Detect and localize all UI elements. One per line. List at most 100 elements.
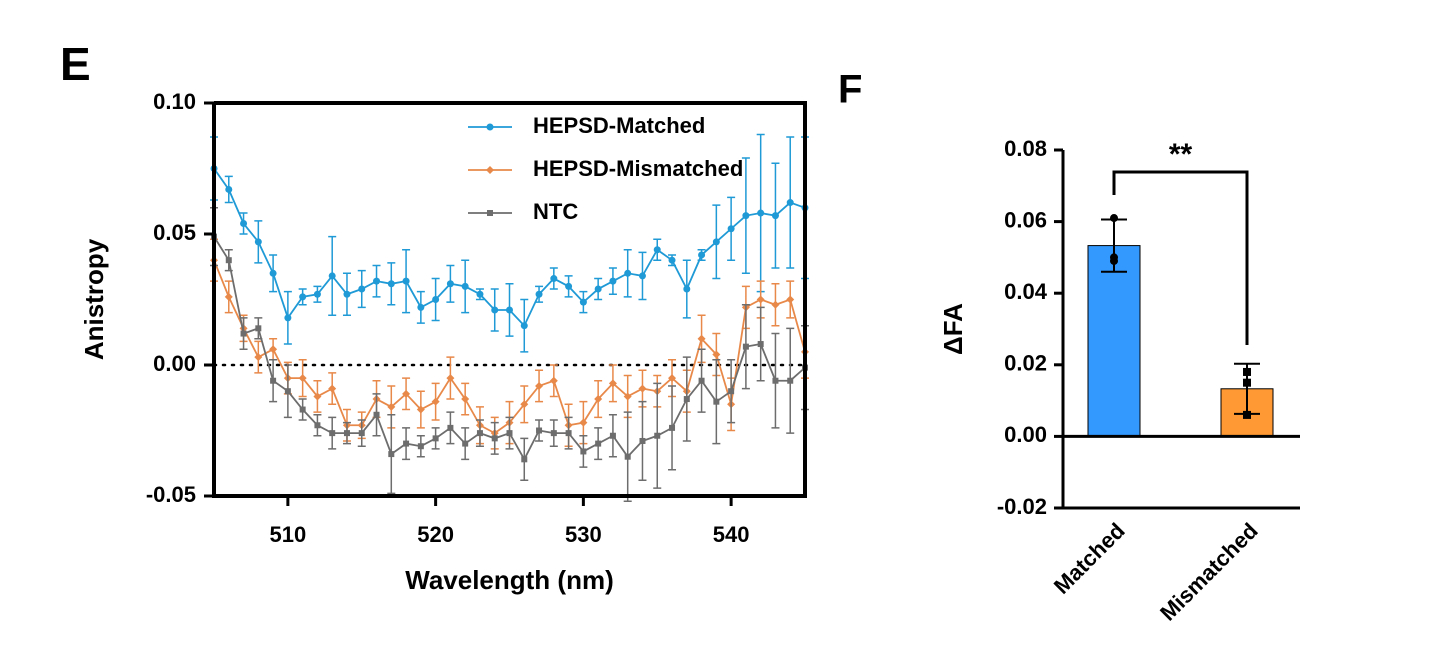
marker [314,422,321,429]
legend-label: HEPSD-Mismatched [533,156,743,181]
marker [255,325,262,332]
marker [550,275,558,283]
marker [388,451,395,458]
panel-label: E [60,38,91,90]
marker [486,166,494,174]
legend-label: NTC [533,199,578,224]
marker [270,377,277,384]
data-point [1243,378,1251,387]
marker [387,280,395,288]
significance-label: ** [1169,138,1193,171]
marker [254,353,263,362]
marker [624,453,631,460]
marker [461,282,469,290]
data-point [1243,367,1251,376]
marker [668,374,677,383]
marker [698,251,706,259]
marker [461,395,470,404]
marker [476,290,484,298]
marker [431,397,440,406]
marker [594,285,602,293]
marker [520,322,528,330]
marker [609,277,617,285]
marker [712,350,721,359]
marker [669,424,676,431]
marker [742,212,750,220]
y-tick-label: 0.05 [153,220,196,245]
marker [225,185,233,193]
marker [462,440,469,447]
marker [284,388,291,395]
marker [240,220,248,228]
y-tick-label: 0.00 [1004,422,1047,447]
marker [284,314,292,322]
marker [683,396,690,403]
x-tick-label: Mismatched [1155,518,1263,626]
marker [417,303,425,311]
marker [446,374,455,383]
marker [654,432,661,439]
marker [757,209,765,217]
marker [639,437,646,444]
marker [786,199,794,207]
x-tick-label: 510 [270,522,307,547]
y-tick-label: 0.04 [1004,279,1048,304]
y-tick-label: 0.08 [1004,136,1047,161]
marker [506,430,513,437]
marker [550,430,557,437]
marker [608,379,617,388]
marker [506,306,513,314]
marker [728,388,735,395]
marker [446,280,454,288]
marker [521,456,528,463]
marker [712,238,720,246]
y-axis-title: ΔFA [938,303,968,355]
marker [623,392,632,401]
marker [224,292,233,301]
marker [476,430,483,437]
marker [269,345,278,354]
marker [653,246,661,254]
marker [756,295,765,304]
marker [535,381,544,390]
marker [358,285,366,293]
marker [416,405,425,414]
marker [609,432,616,439]
marker [698,377,705,384]
marker [343,430,350,437]
x-tick-label: 520 [417,522,454,547]
marker [579,418,588,427]
marker [491,435,498,442]
marker [403,440,410,447]
marker [668,256,676,264]
marker [757,341,764,348]
panel-label: F [838,68,862,112]
marker [491,306,499,314]
data-point [1110,214,1118,223]
marker [299,406,306,413]
marker [565,282,573,290]
marker [787,377,794,384]
significance-bracket [1112,170,1249,345]
y-axis-title: Anistropy [79,238,109,360]
marker [771,300,780,309]
x-tick-label: 530 [565,522,602,547]
marker [638,272,646,280]
marker [432,296,440,303]
data-point [1243,410,1251,419]
marker [771,212,779,220]
marker [520,400,529,409]
y-tick-label: 0.10 [153,89,196,114]
y-tick-label: 0.00 [153,351,196,376]
y-tick-label: -0.05 [146,482,196,507]
marker [402,277,410,285]
marker [624,269,632,277]
marker [579,298,587,306]
legend-label: HEPSD-Matched [533,113,705,138]
marker [402,389,411,398]
y-tick-label: 0.02 [1004,351,1047,376]
marker [742,343,749,350]
marker [595,440,602,447]
marker [358,430,365,437]
